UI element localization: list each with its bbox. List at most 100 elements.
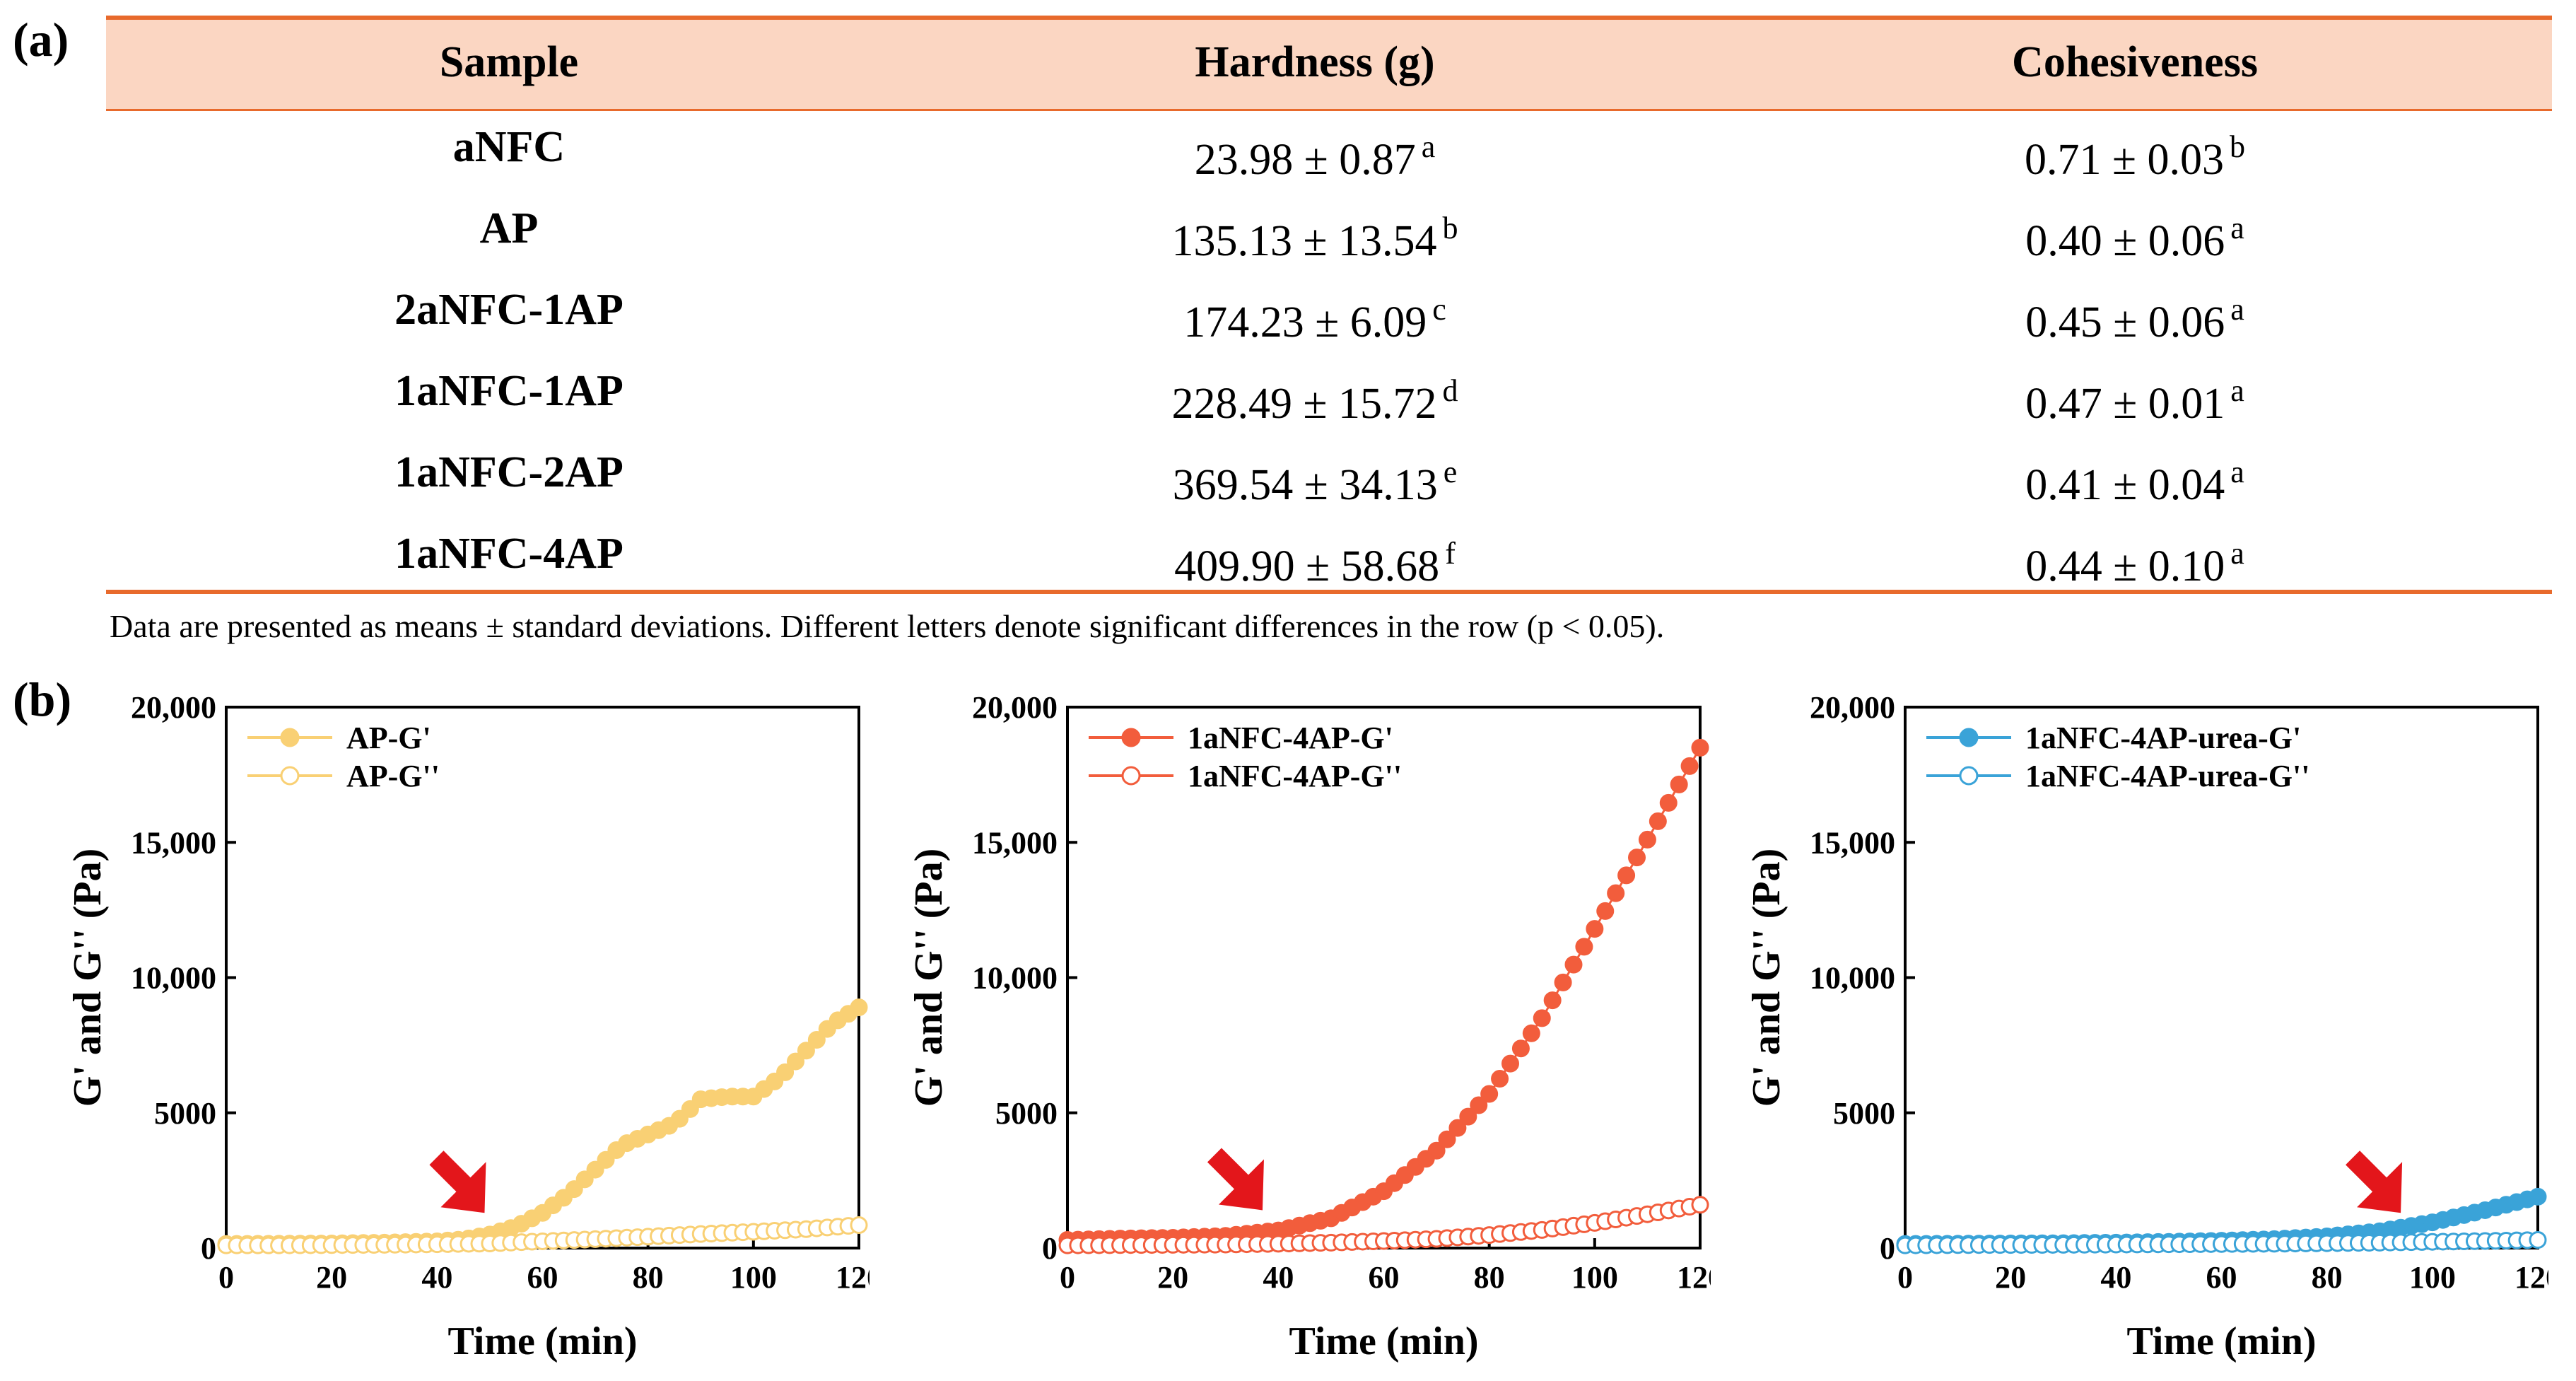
cell-hardness-letter: d — [1442, 373, 1458, 408]
cell-hardness-value: 409.90 ± 58.68 — [1174, 542, 1440, 590]
x-tick-label: 100 — [1571, 1260, 1618, 1295]
cell-cohesiveness-letter: a — [2230, 536, 2244, 571]
cell-cohesiveness: 0.44 ± 0.10 a — [1718, 528, 2552, 592]
x-tick-label: 20 — [1157, 1260, 1188, 1295]
cell-hardness-value: 369.54 ± 34.13 — [1172, 461, 1438, 509]
x-tick-label: 40 — [1263, 1260, 1294, 1295]
x-tick-label: 100 — [2409, 1260, 2456, 1295]
x-tick-label: 0 — [1060, 1260, 1075, 1295]
data-point — [575, 1170, 594, 1189]
cell-hardness-value: 228.49 ± 15.72 — [1171, 380, 1437, 428]
x-tick-label: 120 — [2514, 1260, 2548, 1295]
cell-sample: AP — [106, 203, 912, 254]
cell-sample: aNFC — [106, 122, 912, 173]
data-point — [1628, 849, 1646, 867]
data-point — [1511, 1039, 1530, 1058]
plot-frame — [225, 706, 860, 1249]
x-axis-label: Time (min) — [1289, 1319, 1478, 1363]
legend-label: 1aNFC-4AP-urea-G'' — [2025, 759, 2309, 793]
cell-cohesiveness-value: 0.45 ± 0.06 — [2025, 298, 2225, 346]
data-point — [1448, 1119, 1467, 1137]
data-point — [1470, 1096, 1488, 1114]
legend-label: AP-G' — [346, 721, 431, 755]
data-point — [1427, 1141, 1446, 1160]
y-tick-label: 10,000 — [1810, 961, 1895, 996]
data-point — [850, 998, 868, 1017]
legend-marker — [1121, 766, 1141, 786]
cell-sample: 1aNFC-4AP — [106, 528, 912, 579]
y-tick-label: 15,000 — [972, 825, 1058, 860]
cell-cohesiveness: 0.47 ± 0.01 a — [1718, 366, 2552, 429]
cell-cohesiveness: 0.40 ± 0.06 a — [1718, 203, 2552, 267]
x-tick-label: 80 — [2312, 1260, 2343, 1295]
chart-svg: 0 20 40 60 80 100 120 0 5000 10,000 15,000 20,000 Ti… — [1745, 690, 2548, 1363]
cell-hardness-letter: e — [1443, 455, 1458, 489]
data-point — [2529, 1231, 2547, 1249]
y-tick-label: 20,000 — [131, 690, 216, 725]
cell-cohesiveness: 0.41 ± 0.04 a — [1718, 447, 2552, 511]
data-point — [1586, 920, 1604, 938]
legend-marker — [1959, 728, 1979, 747]
data-point — [1564, 955, 1583, 974]
results-table: Sample Hardness (g) Cohesiveness aNFC 23.… — [106, 16, 2552, 595]
x-tick-label: 40 — [2100, 1260, 2131, 1295]
chart-1anfc-4ap: 0 20 40 60 80 100 120 0 5000 10,000 15,000 20,000 Ti… — [898, 689, 1711, 1381]
x-axis-label: Time (min) — [447, 1319, 637, 1363]
data-point — [1554, 973, 1572, 991]
cell-cohesiveness-letter: a — [2230, 455, 2244, 489]
y-tick-label: 0 — [1042, 1231, 1058, 1266]
y-tick-label: 5000 — [154, 1096, 216, 1131]
data-point — [1501, 1054, 1519, 1073]
data-point — [1607, 884, 1625, 902]
x-tick-label: 100 — [730, 1260, 777, 1295]
chart-ap: 0 20 40 60 80 100 120 0 5000 10,000 15,000 20,000 Ti… — [57, 689, 870, 1381]
x-tick-label: 120 — [1677, 1260, 1711, 1295]
legend-marker — [1959, 766, 1979, 786]
table-header-rule — [106, 109, 2552, 111]
series-line — [1067, 747, 1702, 1242]
data-point — [1596, 902, 1615, 920]
y-tick-label: 5000 — [1833, 1096, 1895, 1131]
y-tick-label: 20,000 — [1810, 690, 1895, 725]
data-point — [1491, 1070, 1509, 1088]
table-bottom-rule — [106, 590, 2552, 594]
y-tick-label: 10,000 — [131, 961, 216, 996]
data-point — [850, 1216, 868, 1234]
cell-hardness: 23.98 ± 0.87 a — [912, 122, 1718, 185]
data-point — [797, 1042, 815, 1060]
x-tick-label: 80 — [1474, 1260, 1505, 1295]
data-point — [1459, 1107, 1477, 1126]
data-point — [586, 1160, 604, 1179]
data-point — [2529, 1187, 2547, 1206]
data-point — [681, 1100, 699, 1118]
legend-label: 1aNFC-4AP-G'' — [1188, 759, 1402, 793]
data-point — [1522, 1024, 1540, 1042]
chart-svg: 0 20 40 60 80 100 120 0 5000 10,000 15,000 20,000 Ti… — [66, 690, 870, 1363]
onset-arrow-icon — [1207, 1148, 1264, 1211]
data-point — [1649, 812, 1667, 830]
y-axis-label: G' and G'' (Pa) — [1745, 849, 1788, 1107]
x-tick-label: 60 — [1369, 1260, 1400, 1295]
cell-cohesiveness-value: 0.41 ± 0.04 — [2025, 461, 2225, 509]
data-point — [670, 1109, 689, 1128]
legend-label: 1aNFC-4AP-G' — [1188, 721, 1393, 755]
cell-cohesiveness-value: 0.44 ± 0.10 — [2025, 542, 2225, 590]
legend-marker — [280, 766, 300, 786]
x-tick-label: 0 — [218, 1260, 234, 1295]
data-point — [1480, 1085, 1499, 1103]
data-point — [807, 1030, 826, 1049]
y-tick-label: 15,000 — [1810, 825, 1895, 860]
cell-hardness-value: 23.98 ± 0.87 — [1194, 136, 1416, 184]
cell-cohesiveness-value: 0.47 ± 0.01 — [2025, 380, 2225, 428]
header-hardness: Hardness (g) — [1195, 38, 1435, 86]
panel-label-a: (a) — [13, 13, 69, 66]
cell-hardness-letter: a — [1421, 129, 1436, 164]
cell-hardness: 174.23 ± 6.09 c — [912, 284, 1718, 348]
y-tick-label: 10,000 — [972, 961, 1058, 996]
y-tick-label: 0 — [201, 1231, 216, 1266]
cell-sample-value: AP — [479, 204, 539, 252]
cell-hardness: 135.13 ± 13.54 b — [912, 203, 1718, 267]
data-point — [1533, 1009, 1551, 1027]
data-point — [1670, 775, 1688, 793]
cell-sample-value: 1aNFC-2AP — [394, 448, 623, 496]
